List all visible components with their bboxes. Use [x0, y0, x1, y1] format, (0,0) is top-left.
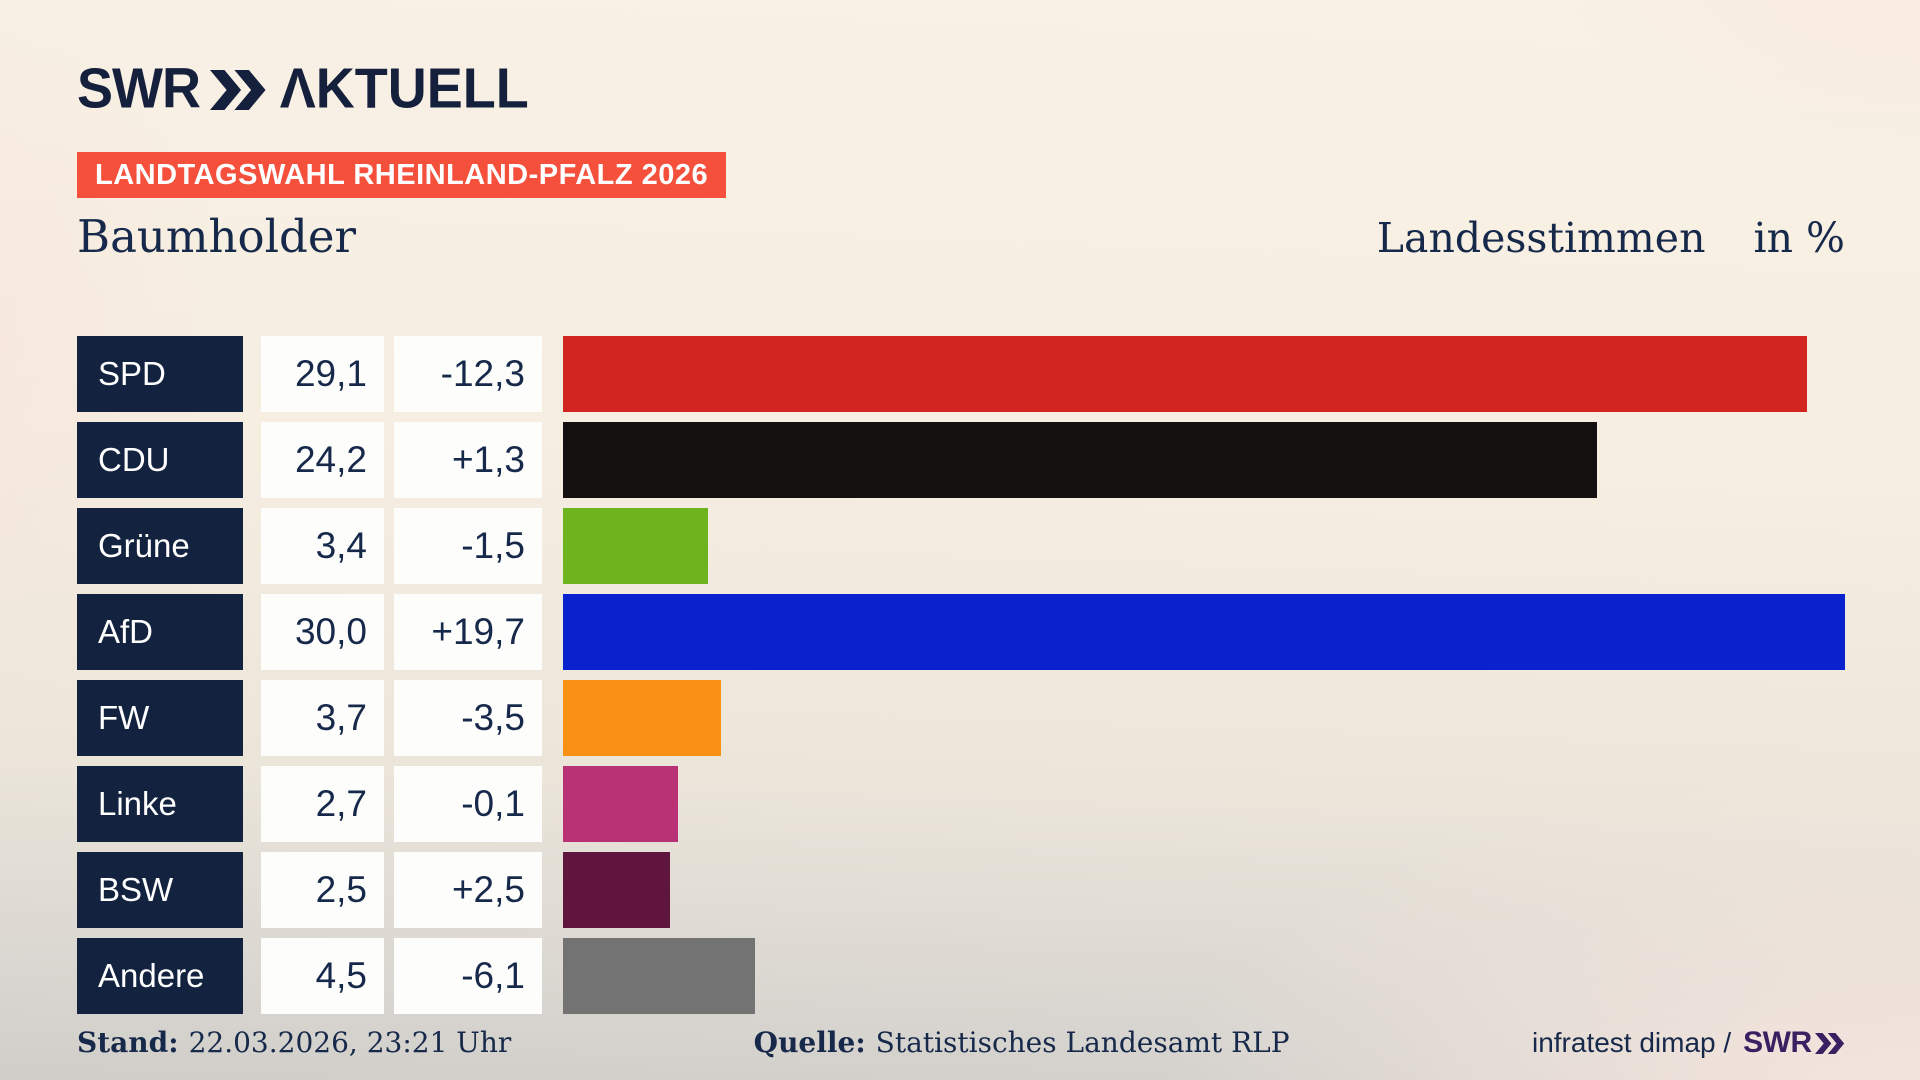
party-label: Grüne — [77, 508, 243, 584]
stand-info: Stand: 22.03.2026, 23:21 Uhr — [77, 1026, 511, 1059]
party-value: 4,5 — [261, 938, 384, 1014]
result-bar — [563, 508, 709, 584]
party-value: 2,7 — [261, 766, 384, 842]
bar-area — [563, 680, 1845, 756]
bar-area — [563, 508, 1845, 584]
bar-area — [563, 422, 1845, 498]
party-row: FW 3,7 -3,5 — [77, 680, 1845, 756]
vote-type-label: Landesstimmen in % — [1377, 214, 1845, 262]
source-info: Quelle: Statistisches Landesamt RLP — [754, 1026, 1290, 1059]
party-row: BSW 2,5 +2,5 — [77, 852, 1845, 928]
result-bar — [563, 766, 679, 842]
party-change: -6,1 — [394, 938, 542, 1014]
bar-area — [563, 852, 1845, 928]
party-row: SPD 29,1 -12,3 — [77, 336, 1845, 412]
bar-area — [563, 594, 1845, 670]
source-value: Statistisches Landesamt RLP — [875, 1026, 1290, 1059]
swr-aktuell-logo: SWR ΛKTUELL — [77, 57, 529, 121]
stand-value: 22.03.2026, 23:21 Uhr — [188, 1026, 512, 1059]
result-bar — [563, 852, 670, 928]
title-bar: Baumholder Landesstimmen in % — [77, 210, 1845, 264]
party-value: 29,1 — [261, 336, 384, 412]
party-label: FW — [77, 680, 243, 756]
credit-text: infratest dimap / — [1531, 1027, 1732, 1058]
party-change: -12,3 — [394, 336, 542, 412]
party-change: -0,1 — [394, 766, 542, 842]
party-value: 30,0 — [261, 594, 384, 670]
party-value: 3,4 — [261, 508, 384, 584]
result-bar — [563, 422, 1598, 498]
result-bar — [563, 938, 756, 1014]
footer: Stand: 22.03.2026, 23:21 Uhr Quelle: Stati… — [77, 1026, 1845, 1060]
bar-area — [563, 336, 1845, 412]
party-row: Grüne 3,4 -1,5 — [77, 508, 1845, 584]
party-label: Andere — [77, 938, 243, 1014]
vote-type-text: Landesstimmen — [1376, 214, 1706, 262]
vote-unit-text: in % — [1753, 214, 1845, 262]
party-change: +1,3 — [394, 422, 542, 498]
results-bar-chart: SPD 29,1 -12,3 CDU 24,2 +1,3 Grüne 3,4 -… — [77, 336, 1845, 1014]
bar-area — [563, 938, 1845, 1014]
party-value: 2,5 — [261, 852, 384, 928]
party-label: CDU — [77, 422, 243, 498]
party-label: Linke — [77, 766, 243, 842]
logo-swr-text: SWR — [77, 57, 201, 121]
party-value: 24,2 — [261, 422, 384, 498]
party-change: -1,5 — [394, 508, 542, 584]
party-row: Andere 4,5 -6,1 — [77, 938, 1845, 1014]
result-bar — [563, 336, 1807, 412]
result-bar — [563, 594, 1845, 670]
result-bar — [563, 680, 722, 756]
election-banner: LANDTAGSWAHL RHEINLAND-PFALZ 2026 — [77, 152, 727, 198]
party-change: -3,5 — [394, 680, 542, 756]
party-value: 3,7 — [261, 680, 384, 756]
credit-info: infratest dimap / SWR — [1532, 1026, 1845, 1060]
party-label: BSW — [77, 852, 243, 928]
party-row: Linke 2,7 -0,1 — [77, 766, 1845, 842]
party-change: +19,7 — [394, 594, 542, 670]
party-row: AfD 30,0 +19,7 — [77, 594, 1845, 670]
party-row: CDU 24,2 +1,3 — [77, 422, 1845, 498]
credit-swr-chevrons-icon — [1814, 1032, 1844, 1054]
stand-label: Stand: — [77, 1026, 179, 1059]
logo-aktuell-text: ΛKTUELL — [279, 57, 529, 121]
swr-chevrons-icon — [209, 70, 266, 110]
party-label: AfD — [77, 594, 243, 670]
bar-area — [563, 766, 1845, 842]
municipality-title: Baumholder — [77, 210, 356, 263]
party-label: SPD — [77, 336, 243, 412]
credit-swr-text: SWR — [1743, 1026, 1812, 1059]
party-change: +2,5 — [394, 852, 542, 928]
source-label: Quelle: — [753, 1026, 866, 1059]
